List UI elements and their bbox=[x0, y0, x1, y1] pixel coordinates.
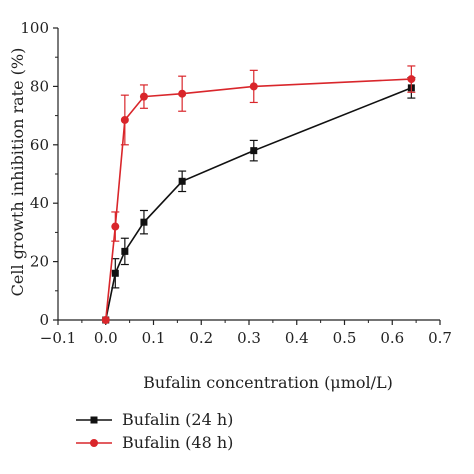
x-tick-label: 0.1 bbox=[142, 329, 166, 347]
data-point bbox=[111, 222, 120, 231]
legend-label: Bufalin (24 h) bbox=[122, 410, 233, 429]
x-tick-label: 0.0 bbox=[94, 329, 118, 347]
x-tick-label: 0.7 bbox=[428, 329, 452, 347]
y-tick-label: 40 bbox=[30, 194, 49, 212]
data-point bbox=[101, 316, 110, 324]
y-tick-label: 60 bbox=[30, 136, 49, 154]
data-point bbox=[121, 247, 129, 255]
legend: Bufalin (24 h) Bufalin (48 h) bbox=[76, 410, 233, 452]
data-point bbox=[178, 89, 187, 98]
y-axis-title: Cell growth inhibition rate (%) bbox=[8, 48, 27, 297]
legend-marker bbox=[90, 416, 98, 424]
data-point bbox=[250, 147, 258, 155]
series-line bbox=[104, 78, 412, 321]
y-tick-label: 80 bbox=[30, 77, 49, 95]
data-point bbox=[120, 115, 129, 124]
x-tick-label: −0.1 bbox=[40, 329, 76, 347]
data-point bbox=[249, 82, 258, 91]
series-line bbox=[104, 87, 412, 321]
series-1 bbox=[102, 77, 416, 324]
data-point bbox=[407, 75, 416, 84]
x-tick-label: 0.5 bbox=[333, 329, 357, 347]
y-tick-label: 100 bbox=[20, 19, 49, 37]
x-tick-label: 0.3 bbox=[237, 329, 261, 347]
legend-entry-1: Bufalin (24 h) bbox=[76, 410, 233, 429]
data-point bbox=[111, 269, 119, 277]
data-point bbox=[140, 218, 148, 226]
y-tick-label: 20 bbox=[30, 253, 49, 271]
x-axis-title: Bufalin concentration (μmol/L) bbox=[143, 373, 393, 392]
data-point bbox=[139, 92, 148, 101]
plot-area bbox=[101, 65, 416, 324]
series-2 bbox=[101, 65, 416, 324]
x-tick-label: 0.6 bbox=[380, 329, 404, 347]
legend-entry-2: Bufalin (48 h) bbox=[76, 433, 233, 452]
x-tick-label: 0.2 bbox=[189, 329, 213, 347]
x-tick-label: 0.4 bbox=[285, 329, 309, 347]
data-point bbox=[178, 177, 186, 185]
legend-label: Bufalin (48 h) bbox=[122, 433, 233, 452]
y-tick-label: 0 bbox=[39, 311, 49, 329]
legend-marker bbox=[90, 439, 98, 447]
axes: −0.1 0.0 0.1 0.2 0.3 0.4 0.5 0.6 0.7 0 20 40 60 80 100 bbox=[20, 19, 452, 347]
